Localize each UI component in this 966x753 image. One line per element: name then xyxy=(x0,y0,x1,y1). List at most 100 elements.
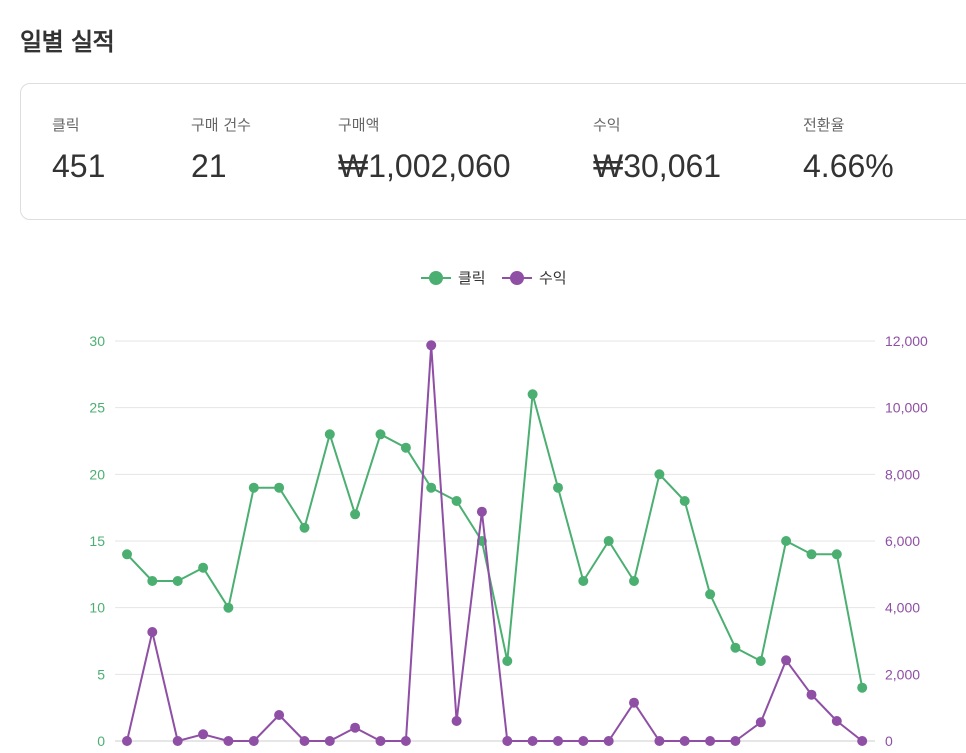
data-point[interactable] xyxy=(755,717,766,728)
y-left-tick-label: 15 xyxy=(89,533,105,549)
legend-item[interactable]: 클릭 xyxy=(421,269,486,287)
legend-marker xyxy=(510,271,524,285)
data-point[interactable] xyxy=(527,736,538,746)
data-point[interactable] xyxy=(629,576,639,586)
y-right-tick-label: 12,000 xyxy=(885,333,928,349)
data-point[interactable] xyxy=(730,736,741,746)
data-point[interactable] xyxy=(654,469,665,480)
data-point[interactable] xyxy=(122,736,132,746)
legend-label: 클릭 xyxy=(458,269,486,287)
data-point[interactable] xyxy=(451,716,462,726)
series-layer xyxy=(122,340,868,746)
y-axis-right: 0 2,000 4,000 6,000 8,000 10,000 12,000 xyxy=(885,333,928,749)
series-revenue xyxy=(122,340,868,746)
y-left-tick-label: 0 xyxy=(97,733,105,749)
stat-revenue-value: ₩30,061 xyxy=(593,148,722,184)
data-point[interactable] xyxy=(198,729,209,740)
data-point[interactable] xyxy=(705,589,716,600)
series-clicks xyxy=(122,389,868,693)
stat-clicks-value: 451 xyxy=(52,148,106,184)
data-point[interactable] xyxy=(122,549,132,560)
data-point[interactable] xyxy=(603,536,614,546)
data-point[interactable] xyxy=(147,576,158,586)
y-left-tick-label: 5 xyxy=(97,666,105,682)
data-point[interactable] xyxy=(198,562,209,573)
stat-purchases-label: 구매 건수 xyxy=(191,116,251,134)
y-right-tick-label: 6,000 xyxy=(885,533,920,549)
stat-conversion-value: 4.66% xyxy=(803,148,894,184)
data-point[interactable] xyxy=(426,340,437,351)
data-point[interactable] xyxy=(451,496,462,506)
y-left-tick-label: 20 xyxy=(89,466,105,482)
grid-layer xyxy=(115,340,875,742)
y-right-tick-label: 8,000 xyxy=(885,466,920,482)
data-point[interactable] xyxy=(730,642,741,653)
legend-item[interactable]: 수익 xyxy=(502,269,567,287)
data-point[interactable] xyxy=(502,656,513,666)
stats-card: 클릭 451 구매 건수 21 구매액 ₩1,002,060 수익 ₩30,06… xyxy=(20,83,966,220)
page-title: 일별 실적 xyxy=(20,28,115,56)
data-point[interactable] xyxy=(299,522,310,533)
data-point[interactable] xyxy=(274,710,285,720)
data-point[interactable] xyxy=(502,736,513,746)
data-point[interactable] xyxy=(806,549,817,560)
data-point[interactable] xyxy=(553,736,563,746)
stat-clicks-label: 클릭 xyxy=(52,116,80,134)
chart-svg: 0 5 10 15 20 25 30 0 2,000 4,000 6,000 8,000 10,000… xyxy=(89,269,928,749)
series-line xyxy=(126,344,863,742)
data-point[interactable] xyxy=(527,389,538,400)
data-point[interactable] xyxy=(400,442,411,453)
y-right-tick-label: 4,000 xyxy=(885,600,920,616)
data-point[interactable] xyxy=(375,429,386,440)
data-point[interactable] xyxy=(831,716,842,726)
y-right-tick-label: 2,000 xyxy=(885,666,920,682)
data-point[interactable] xyxy=(299,736,310,746)
data-point[interactable] xyxy=(476,506,487,517)
data-point[interactable] xyxy=(679,736,690,746)
data-point[interactable] xyxy=(147,627,158,637)
y-axis-left: 0 5 10 15 20 25 30 xyxy=(89,333,105,749)
y-left-tick-label: 10 xyxy=(89,600,105,616)
stat-conversion-label: 전환율 xyxy=(803,116,845,134)
stat-amount-label: 구매액 xyxy=(338,116,380,134)
data-point[interactable] xyxy=(781,536,792,546)
data-point[interactable] xyxy=(857,736,868,746)
data-point[interactable] xyxy=(274,482,285,493)
data-point[interactable] xyxy=(781,655,792,666)
data-point[interactable] xyxy=(400,736,411,746)
data-point[interactable] xyxy=(172,736,183,746)
y-left-tick-label: 30 xyxy=(89,333,105,349)
data-point[interactable] xyxy=(223,602,234,613)
stat-revenue-label: 수익 xyxy=(593,116,621,134)
data-point[interactable] xyxy=(654,736,665,746)
y-right-tick-label: 0 xyxy=(885,733,893,749)
data-point[interactable] xyxy=(857,682,868,693)
data-point[interactable] xyxy=(324,429,335,440)
legend-marker xyxy=(429,271,443,285)
data-point[interactable] xyxy=(350,722,361,733)
data-point[interactable] xyxy=(705,736,716,746)
data-point[interactable] xyxy=(350,509,361,520)
data-point[interactable] xyxy=(603,736,614,746)
data-point[interactable] xyxy=(426,482,437,493)
y-left-tick-label: 25 xyxy=(89,400,105,416)
data-point[interactable] xyxy=(172,576,183,586)
y-right-tick-label: 10,000 xyxy=(885,400,928,416)
data-point[interactable] xyxy=(248,482,259,493)
stat-purchases-value: 21 xyxy=(191,148,227,184)
stat-amount-value: ₩1,002,060 xyxy=(338,148,511,184)
data-point[interactable] xyxy=(553,482,563,493)
data-point[interactable] xyxy=(375,736,386,746)
data-point[interactable] xyxy=(578,576,589,586)
data-point[interactable] xyxy=(755,656,766,666)
daily-performance-chart: 0 5 10 15 20 25 30 0 2,000 4,000 6,000 8,000 10,000… xyxy=(0,250,966,749)
data-point[interactable] xyxy=(248,736,259,746)
data-point[interactable] xyxy=(806,689,817,700)
data-point[interactable] xyxy=(324,736,335,746)
data-point[interactable] xyxy=(223,736,234,746)
data-point[interactable] xyxy=(679,496,690,506)
data-point[interactable] xyxy=(578,736,589,746)
data-point[interactable] xyxy=(831,549,842,560)
data-point[interactable] xyxy=(629,697,639,708)
legend-label: 수익 xyxy=(539,269,567,287)
